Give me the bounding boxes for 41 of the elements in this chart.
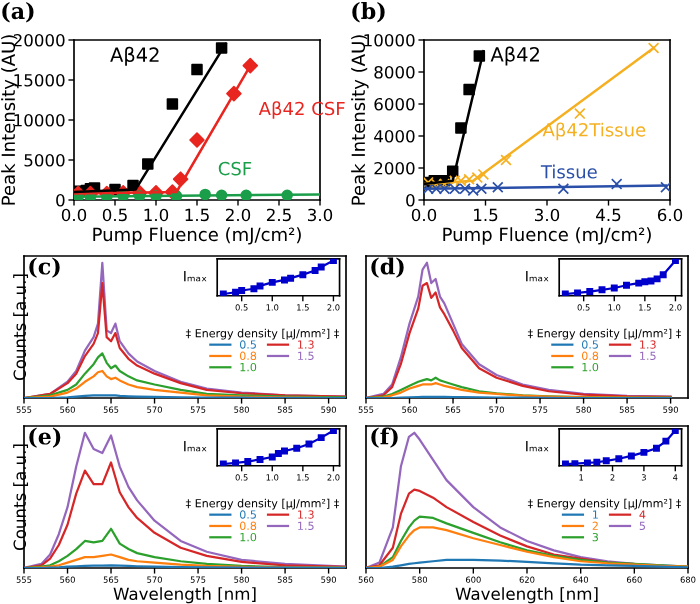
x-tick-label: 1.0 (144, 208, 169, 222)
series-label: Aβ42 (490, 46, 539, 66)
y-axis-title: Counts [a.u.] (13, 274, 29, 380)
x-tick-label: 3.0 (535, 208, 560, 222)
chart-title: (d) (371, 257, 404, 278)
x-tick-label: 0.5 (102, 208, 127, 222)
x-tick-label: 2.0 (225, 208, 251, 222)
y-tick-label: 20000 (13, 33, 65, 47)
y-tick-label: 10000 (14, 113, 65, 127)
x-tick-label: 3.0 (308, 208, 333, 222)
y-axis-title: Counts [a.u.] (13, 444, 29, 550)
y-tick-label: 0 (406, 193, 415, 207)
series-label: Aβ42 (110, 46, 159, 66)
chart-title: (b) (352, 2, 385, 23)
y-axis-title: Peak Intensity (AU) (351, 35, 369, 205)
x-tick-label: 2.5 (266, 208, 291, 222)
x-tick-label: 1.5 (474, 208, 498, 222)
y-tick-label: 15000 (14, 73, 65, 87)
y-tick-label: 6000 (374, 97, 415, 111)
x-axis-title: Pump Fluence (mJ/cm²) (93, 227, 301, 245)
y-tick-label: 10000 (364, 33, 415, 47)
y-tick-label: 4000 (374, 129, 415, 143)
x-tick-label: 6.0 (657, 208, 683, 222)
series-label: Tissue (540, 164, 597, 179)
series-label: CSF (218, 161, 252, 176)
x-tick-label: 1.5 (185, 208, 209, 222)
y-tick-label: 0 (56, 193, 65, 207)
chart-title: (a) (2, 2, 34, 23)
x-tick-label: 0.0 (61, 208, 87, 222)
y-tick-label: 2000 (374, 161, 415, 175)
x-tick-label: 0.0 (411, 208, 437, 222)
chart-title: (f) (371, 427, 398, 448)
y-tick-label: 8000 (374, 65, 415, 79)
x-axis-title: Wavelength [nm] (113, 587, 256, 604)
x-tick-label: 4.5 (596, 208, 621, 222)
series-label: Aβ42Tissue (542, 122, 646, 141)
x-axis-title: Pump Fluence (mJ/cm²) (443, 227, 651, 245)
chart-title: (c) (29, 257, 60, 278)
x-axis-title: Wavelength [nm] (455, 587, 598, 604)
chart-title: (e) (29, 427, 61, 448)
y-tick-label: 5000 (24, 153, 65, 167)
